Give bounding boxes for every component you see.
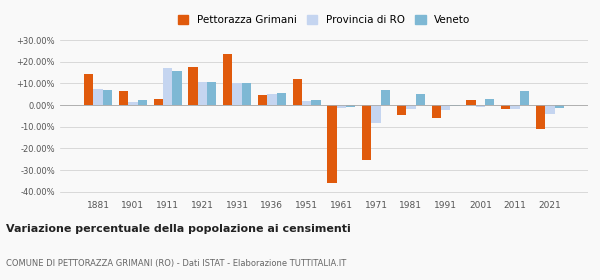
Bar bbox=[242, 83, 251, 105]
Bar bbox=[223, 54, 232, 105]
Bar bbox=[154, 99, 163, 105]
Bar bbox=[520, 91, 529, 105]
Bar bbox=[337, 105, 346, 108]
Bar bbox=[371, 105, 381, 123]
Bar bbox=[137, 100, 147, 105]
Bar bbox=[536, 105, 545, 129]
Text: COMUNE DI PETTORAZZA GRIMANI (RO) - Dati ISTAT - Elaborazione TUTTITALIA.IT: COMUNE DI PETTORAZZA GRIMANI (RO) - Dati… bbox=[6, 259, 346, 268]
Bar bbox=[119, 91, 128, 105]
Bar bbox=[451, 105, 460, 106]
Bar bbox=[207, 82, 217, 105]
Bar bbox=[466, 100, 476, 105]
Bar bbox=[501, 105, 511, 109]
Bar bbox=[163, 68, 172, 105]
Bar bbox=[188, 67, 197, 105]
Bar bbox=[381, 90, 390, 105]
Bar bbox=[511, 105, 520, 109]
Bar bbox=[416, 94, 425, 105]
Bar bbox=[397, 105, 406, 115]
Text: Variazione percentuale della popolazione ai censimenti: Variazione percentuale della popolazione… bbox=[6, 224, 351, 234]
Bar bbox=[362, 105, 371, 160]
Bar bbox=[441, 105, 451, 111]
Bar bbox=[328, 105, 337, 183]
Bar bbox=[545, 105, 554, 114]
Bar bbox=[258, 95, 267, 105]
Bar bbox=[84, 74, 94, 105]
Bar bbox=[311, 100, 320, 105]
Bar bbox=[302, 101, 311, 105]
Bar bbox=[554, 105, 564, 108]
Bar bbox=[128, 102, 137, 105]
Bar bbox=[277, 93, 286, 105]
Bar bbox=[406, 105, 416, 109]
Bar bbox=[476, 105, 485, 107]
Bar bbox=[485, 99, 494, 105]
Bar bbox=[293, 79, 302, 105]
Bar bbox=[267, 94, 277, 105]
Bar bbox=[103, 90, 112, 105]
Bar bbox=[94, 89, 103, 105]
Bar bbox=[232, 83, 242, 105]
Bar bbox=[172, 71, 182, 105]
Legend: Pettorazza Grimani, Provincia di RO, Veneto: Pettorazza Grimani, Provincia di RO, Ven… bbox=[178, 15, 470, 25]
Bar bbox=[431, 105, 441, 118]
Bar bbox=[197, 82, 207, 105]
Bar bbox=[346, 105, 355, 107]
